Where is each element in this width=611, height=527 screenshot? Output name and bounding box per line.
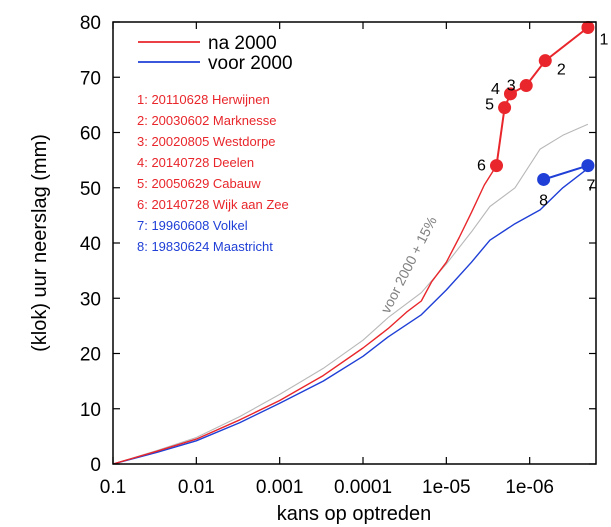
- annotation-voor-2000-plus-15: voor 2000 + 15%: [377, 214, 439, 316]
- y-tick-label: 40: [80, 234, 101, 255]
- extreme-point-label-1: 1: [599, 32, 608, 49]
- extreme-point-label-4: 4: [491, 81, 500, 98]
- series-line-na-2000: [112, 165, 498, 465]
- extreme-point-8: [537, 172, 551, 186]
- station-item-3: 3: 20020805 Westdorpe: [137, 134, 276, 149]
- y-tick-label: 70: [80, 68, 101, 89]
- series-layer: 6 54 3 2 1 8 7: [112, 21, 608, 465]
- extreme-point-1: [581, 21, 595, 35]
- y-tick-label: 80: [80, 13, 101, 34]
- extreme-point-label-6: 6: [477, 158, 486, 175]
- extreme-point-4: [503, 87, 517, 101]
- station-item-1: 1: 20110628 Herwijnen: [137, 92, 270, 107]
- series-connector-voor-2000-extremes: [543, 164, 589, 181]
- extreme-point-label-2: 2: [557, 62, 566, 79]
- extreme-point-label-8: 8: [539, 192, 548, 209]
- extreme-point-label-3: 3: [507, 78, 516, 95]
- extreme-point-label-7: 7: [586, 178, 595, 195]
- legend: na 2000 voor 2000: [138, 33, 293, 74]
- extreme-point-3: [519, 79, 533, 93]
- legend-label-voor-2000: voor 2000: [208, 53, 293, 74]
- x-tick-label: 0.1: [100, 477, 126, 498]
- y-tick-label: 20: [80, 345, 101, 366]
- y-axis-label: (klok) uur neerslag (mm): [29, 134, 51, 352]
- axes-layer: 0.1 0.01 0.001 0.0001 1e-05 1e-06 0 10 20 30 40 50 6…: [80, 13, 596, 498]
- station-item-8: 8: 19830624 Maastricht: [137, 239, 273, 254]
- x-tick-label: 0.0001: [334, 477, 392, 498]
- x-tick-label: 1e-06: [505, 477, 554, 498]
- extreme-point-7: [581, 159, 595, 173]
- extreme-point-2: [538, 54, 552, 68]
- y-tick-label: 10: [80, 400, 101, 421]
- station-item-6: 6: 20140728 Wijk aan Zee: [137, 197, 289, 212]
- x-tick-label: 0.001: [256, 477, 304, 498]
- y-tick-label: 60: [80, 124, 101, 145]
- station-item-5: 5: 20050629 Cabauw: [137, 176, 261, 191]
- x-axis-label: kans op optreden: [277, 503, 432, 525]
- station-item-2: 2: 20030602 Marknesse: [137, 113, 276, 128]
- series-line-voor-2000-15: [112, 123, 589, 465]
- station-item-4: 4: 20140728 Deelen: [137, 155, 254, 170]
- extreme-point-6: [490, 159, 504, 173]
- extreme-point-label-5: 5: [485, 97, 494, 114]
- y-tick-label: 50: [80, 179, 101, 200]
- station-list: 1: 20110628 Herwijnen 2: 20030602 Markne…: [137, 92, 289, 254]
- y-tick-label: 30: [80, 289, 101, 310]
- x-tick-label: 1e-05: [422, 477, 471, 498]
- series-line-voor-2000: [112, 167, 589, 465]
- extreme-point-5: [498, 101, 512, 115]
- y-tick-label: 0: [90, 455, 101, 476]
- x-tick-label: 0.01: [178, 477, 215, 498]
- legend-label-na-2000: na 2000: [208, 33, 277, 54]
- series-connector-na-2000-extremes: [495, 26, 589, 166]
- station-item-7: 7: 19960608 Volkel: [137, 218, 248, 233]
